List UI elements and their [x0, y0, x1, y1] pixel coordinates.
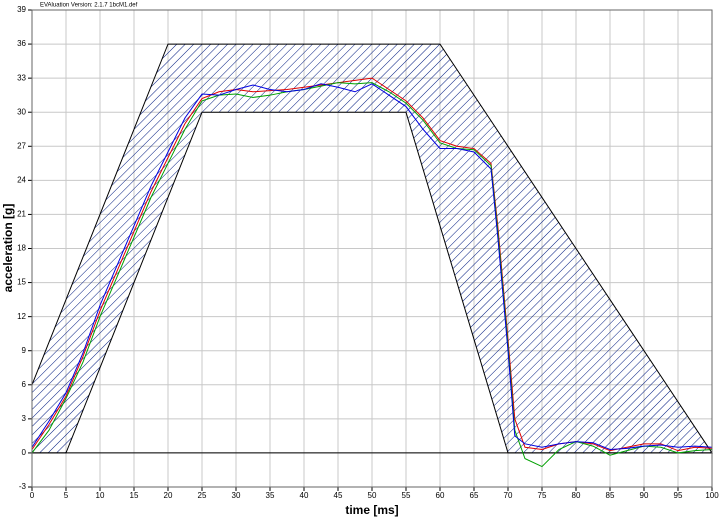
- x-tick-label: 60: [436, 491, 445, 500]
- x-tick-label: 15: [130, 491, 139, 500]
- x-tick-label: 30: [232, 491, 241, 500]
- x-tick-label: 5: [64, 491, 69, 500]
- y-tick-label: 9: [22, 346, 27, 355]
- y-tick-label: 36: [17, 39, 26, 48]
- x-tick-label: 85: [606, 491, 615, 500]
- y-tick-label: -3: [19, 482, 27, 491]
- x-tick-label: 75: [538, 491, 547, 500]
- y-tick-label: 3: [22, 414, 27, 423]
- x-tick-label: 55: [402, 491, 411, 500]
- x-tick-label: 20: [164, 491, 173, 500]
- x-tick-label: 40: [300, 491, 309, 500]
- x-tick-label: 25: [198, 491, 207, 500]
- y-axis-label: acceleration [g]: [1, 204, 15, 293]
- y-tick-label: 0: [22, 448, 27, 457]
- y-tick-label: 39: [17, 5, 26, 14]
- x-tick-label: 80: [572, 491, 581, 500]
- x-tick-label: 35: [266, 491, 275, 500]
- x-tick-label: 65: [470, 491, 479, 500]
- y-tick-label: 12: [17, 312, 26, 321]
- chart-title: EVAluation Version: 2.1.7 1bcM1.def: [40, 3, 138, 9]
- y-tick-label: 24: [17, 175, 26, 184]
- x-tick-label: 100: [705, 491, 719, 500]
- plot-border: [31, 9, 713, 488]
- y-tick-label: 27: [17, 141, 26, 150]
- x-tick-label: 90: [640, 491, 649, 500]
- y-tick-label: 15: [17, 278, 26, 287]
- y-tick-label: 33: [17, 73, 26, 82]
- x-tick-label: 10: [96, 491, 105, 500]
- y-tick-label: 18: [17, 244, 26, 253]
- y-tick-label: 21: [17, 210, 26, 219]
- x-axis-label: time [ms]: [345, 503, 398, 517]
- y-tick-label: 6: [22, 380, 27, 389]
- x-tick-label: 0: [30, 491, 35, 500]
- x-tick-label: 95: [674, 491, 683, 500]
- series-line: [31, 83, 713, 451]
- series-line: [31, 82, 713, 468]
- series-line: [31, 77, 713, 452]
- x-tick-label: 70: [504, 491, 513, 500]
- x-tick-label: 45: [334, 491, 343, 500]
- y-tick-label: 30: [17, 107, 26, 116]
- x-tick-label: 50: [368, 491, 377, 500]
